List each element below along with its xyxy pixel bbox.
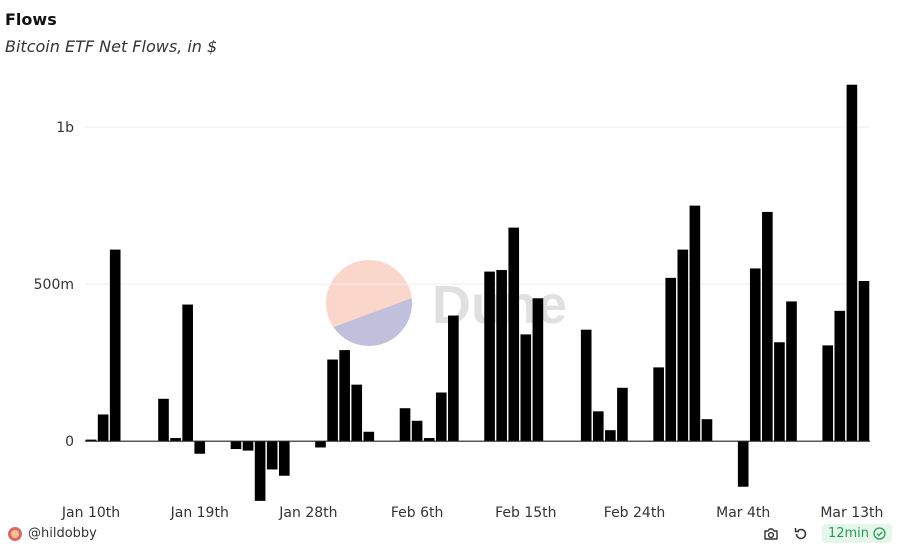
author-name: @hildobby bbox=[28, 526, 97, 541]
bar[interactable] bbox=[158, 398, 169, 442]
bar[interactable] bbox=[496, 270, 507, 442]
bar[interactable] bbox=[315, 441, 326, 448]
y-tick-label: 0 bbox=[65, 434, 74, 450]
bar[interactable] bbox=[327, 359, 338, 442]
bar-series bbox=[85, 84, 870, 501]
bar[interactable] bbox=[749, 268, 761, 442]
bar[interactable] bbox=[617, 387, 628, 442]
x-tick-label: Feb 24th bbox=[604, 505, 665, 520]
bar[interactable] bbox=[254, 441, 266, 501]
gridlines bbox=[85, 126, 870, 285]
bar[interactable] bbox=[774, 342, 785, 442]
x-tick-label: Feb 15th bbox=[495, 505, 556, 520]
bar[interactable] bbox=[580, 329, 592, 442]
bar[interactable] bbox=[399, 408, 411, 442]
y-axis-labels: 0 500m 1b bbox=[34, 120, 74, 450]
dune-watermark: Dune bbox=[326, 260, 567, 346]
bar[interactable] bbox=[508, 227, 520, 442]
x-tick-label: Feb 6th bbox=[391, 505, 444, 520]
bar[interactable] bbox=[278, 441, 290, 476]
x-tick-label: Jan 19th bbox=[170, 505, 229, 520]
refresh-time: 12min bbox=[827, 526, 869, 541]
bar[interactable] bbox=[484, 271, 495, 442]
x-tick-label: Mar 13th bbox=[820, 505, 883, 520]
bar[interactable] bbox=[737, 441, 749, 487]
bar[interactable] bbox=[605, 430, 616, 442]
bar[interactable] bbox=[834, 310, 846, 442]
bar[interactable] bbox=[109, 249, 121, 442]
bar[interactable] bbox=[363, 431, 375, 442]
author[interactable]: @hildobby bbox=[8, 526, 97, 541]
x-tick-label: Jan 28th bbox=[278, 505, 337, 520]
refresh-icon[interactable] bbox=[792, 525, 810, 543]
bar[interactable] bbox=[182, 304, 193, 442]
bar[interactable] bbox=[858, 281, 870, 442]
bar[interactable] bbox=[423, 438, 435, 442]
bar[interactable] bbox=[665, 277, 677, 442]
bar[interactable] bbox=[677, 249, 689, 442]
x-axis-labels: Jan 10th Jan 19th Jan 28th Feb 6th Feb 15th F… bbox=[61, 505, 883, 520]
y-tick-label: 1b bbox=[56, 120, 74, 136]
toolbar: 12min bbox=[762, 524, 892, 543]
check-circle-icon bbox=[873, 527, 886, 540]
bar[interactable] bbox=[448, 315, 459, 442]
bar[interactable] bbox=[194, 441, 206, 454]
chart-title: Flows bbox=[5, 10, 57, 29]
footer: @hildobby 12min bbox=[0, 524, 900, 548]
bar[interactable] bbox=[266, 441, 278, 470]
bar[interactable] bbox=[242, 441, 254, 451]
bar-chart: Dune 0 500m 1b Jan 10th Jan 19th Jan 28th Feb… bbox=[34, 84, 883, 520]
bar[interactable] bbox=[351, 384, 363, 442]
bar[interactable] bbox=[85, 439, 97, 442]
bar[interactable] bbox=[230, 441, 242, 450]
bar[interactable] bbox=[592, 411, 604, 442]
bar[interactable] bbox=[822, 345, 834, 442]
bar[interactable] bbox=[520, 334, 532, 442]
bar[interactable] bbox=[701, 419, 713, 442]
bar[interactable] bbox=[411, 420, 423, 442]
avatar bbox=[8, 526, 22, 541]
x-tick-label: Jan 10th bbox=[61, 505, 120, 520]
camera-icon[interactable] bbox=[762, 525, 780, 543]
chart-subtitle: Bitcoin ETF Net Flows, in $ bbox=[5, 37, 218, 56]
bar[interactable] bbox=[435, 392, 447, 442]
bar[interactable] bbox=[170, 438, 181, 442]
x-tick-label: Mar 4th bbox=[716, 505, 770, 520]
bar[interactable] bbox=[846, 84, 858, 442]
bar[interactable] bbox=[653, 367, 664, 442]
y-tick-label: 500m bbox=[34, 277, 74, 293]
bar[interactable] bbox=[97, 414, 109, 442]
bar[interactable] bbox=[532, 298, 544, 442]
refresh-status-badge[interactable]: 12min bbox=[821, 524, 892, 543]
bar[interactable] bbox=[339, 350, 350, 442]
bar[interactable] bbox=[786, 301, 797, 442]
bar[interactable] bbox=[689, 205, 701, 442]
bar[interactable] bbox=[762, 211, 773, 442]
dune-logo-icon bbox=[326, 260, 412, 346]
